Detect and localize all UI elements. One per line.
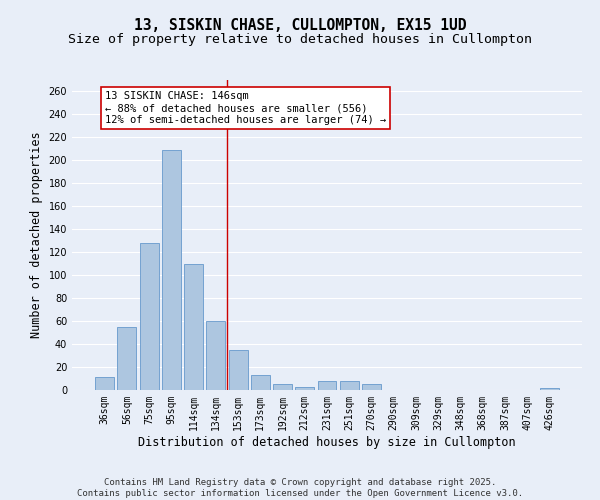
Bar xyxy=(295,386,314,390)
Bar xyxy=(184,264,203,390)
Bar xyxy=(118,327,136,390)
Text: 13, SISKIN CHASE, CULLOMPTON, EX15 1UD: 13, SISKIN CHASE, CULLOMPTON, EX15 1UD xyxy=(134,18,466,32)
Bar xyxy=(317,381,337,390)
Bar xyxy=(340,381,359,390)
Text: 13 SISKIN CHASE: 146sqm
← 88% of detached houses are smaller (556)
12% of semi-d: 13 SISKIN CHASE: 146sqm ← 88% of detache… xyxy=(105,92,386,124)
Bar xyxy=(362,384,381,390)
Text: Contains HM Land Registry data © Crown copyright and database right 2025.
Contai: Contains HM Land Registry data © Crown c… xyxy=(77,478,523,498)
Bar xyxy=(95,378,114,390)
Y-axis label: Number of detached properties: Number of detached properties xyxy=(30,132,43,338)
X-axis label: Distribution of detached houses by size in Cullompton: Distribution of detached houses by size … xyxy=(138,436,516,448)
Text: Size of property relative to detached houses in Cullompton: Size of property relative to detached ho… xyxy=(68,32,532,46)
Bar xyxy=(251,375,270,390)
Bar xyxy=(162,150,181,390)
Bar xyxy=(273,384,292,390)
Bar xyxy=(229,350,248,390)
Bar xyxy=(206,321,225,390)
Bar xyxy=(540,388,559,390)
Bar xyxy=(140,243,158,390)
